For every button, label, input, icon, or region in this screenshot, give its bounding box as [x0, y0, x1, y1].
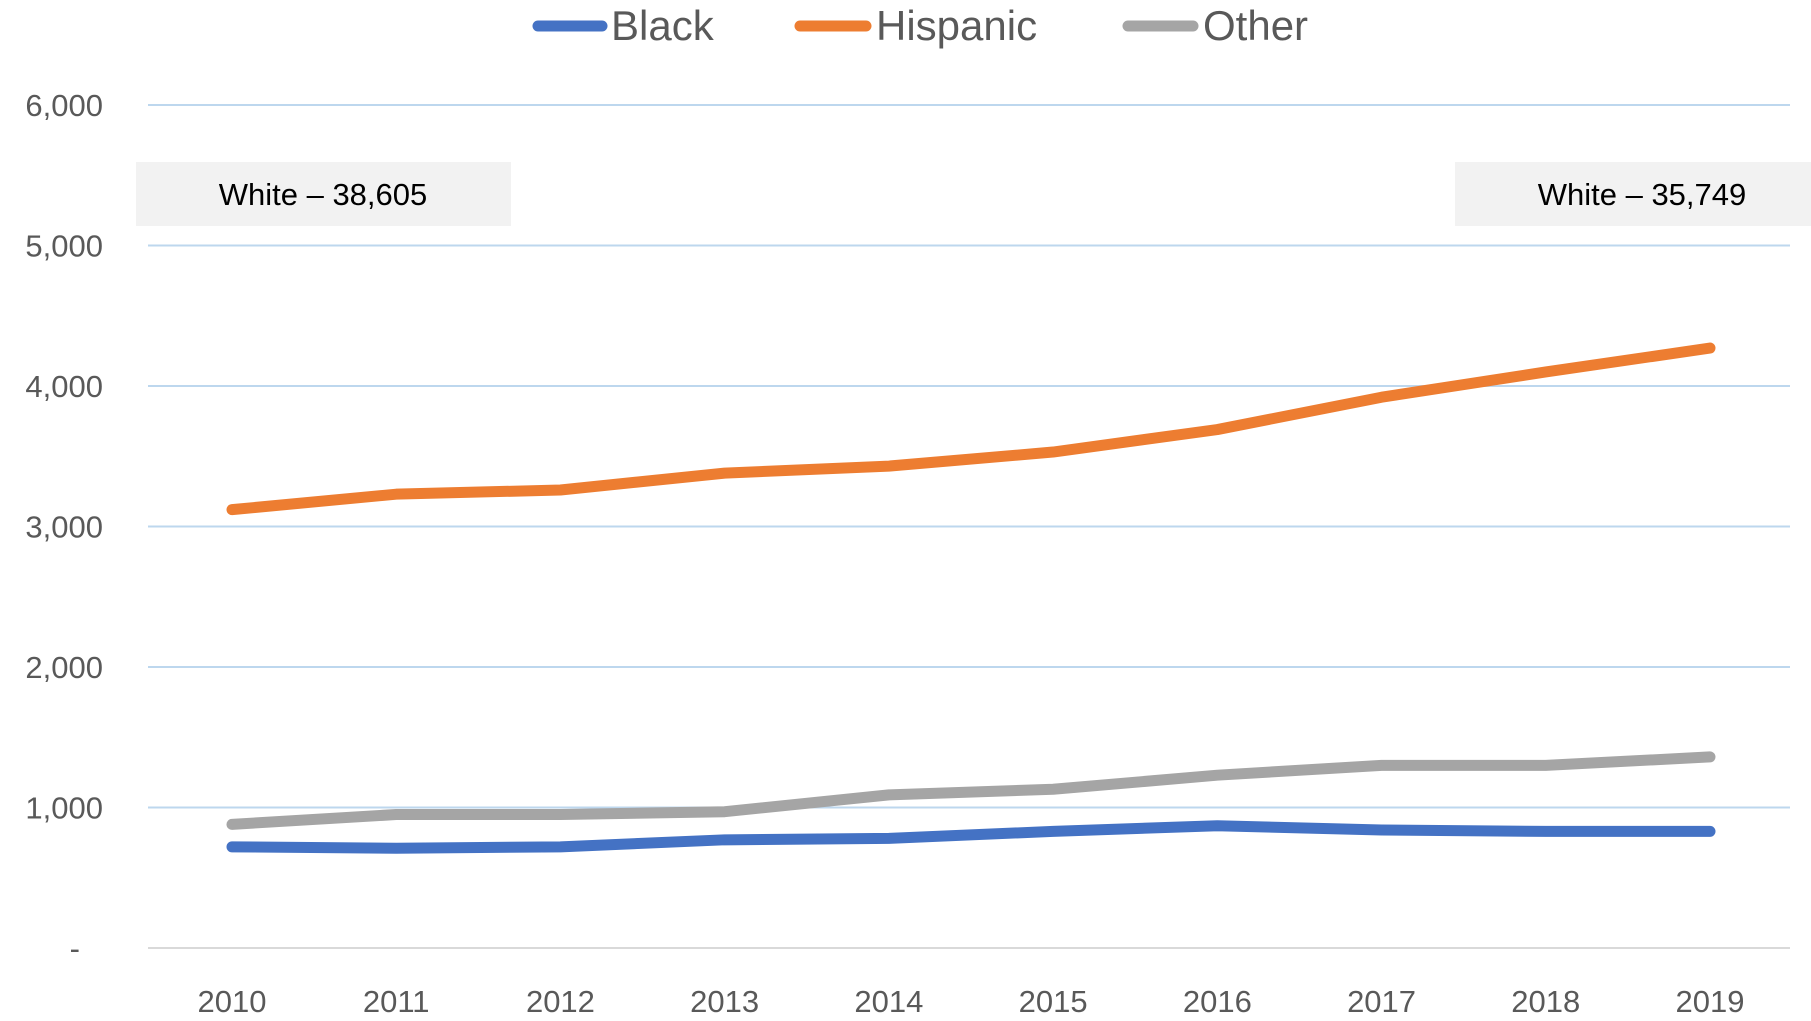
legend-item-hispanic: Hispanic [794, 2, 1037, 49]
legend-label-hispanic: Hispanic [876, 2, 1037, 49]
legend-label-black: Black [611, 2, 715, 49]
callout-top-right: White – 35,749 [1455, 162, 1811, 226]
callout-text: White – 35,749 [1538, 177, 1747, 212]
callout-text: White – 38,605 [219, 177, 428, 212]
x-tick-label-2018: 2018 [1511, 984, 1580, 1019]
x-tick-label-2016: 2016 [1183, 984, 1252, 1019]
x-tick-label-2014: 2014 [854, 984, 923, 1019]
x-tick-label-2012: 2012 [526, 984, 595, 1019]
x-tick-label-2017: 2017 [1347, 984, 1416, 1019]
y-tick-label-5000: 5,000 [25, 229, 103, 264]
x-tick-label-2015: 2015 [1019, 984, 1088, 1019]
x-tick-label-2010: 2010 [198, 984, 267, 1019]
gridlines [148, 104, 1790, 809]
x-tick-label-2019: 2019 [1676, 984, 1745, 1019]
y-tick-label-4000: 4,000 [25, 369, 103, 404]
y-tick-label-2000: 2,000 [25, 650, 103, 685]
callout-box [1455, 162, 1811, 226]
callout-top-left: White – 38,605 [136, 162, 511, 226]
legend: Black Hispanic Other [532, 2, 1308, 49]
axes: - 1,000 2,000 3,000 4,000 5,000 6,000 2010 2011 2… [25, 88, 1790, 1019]
y-tick-label-3000: 3,000 [25, 510, 103, 545]
y-tick-label-6000: 6,000 [25, 88, 103, 123]
x-tick-label-2011: 2011 [363, 984, 430, 1019]
legend-item-other: Other [1122, 2, 1308, 49]
series-lines [226, 342, 1716, 854]
y-tick-label-1000: 1,000 [25, 791, 103, 826]
callouts: White – 38,605 White – 35,749 [136, 162, 1811, 226]
series-line-black [226, 820, 1716, 854]
y-tick-label-0: - [70, 931, 80, 966]
series-line-other [226, 751, 1716, 830]
legend-label-other: Other [1203, 2, 1308, 49]
callout-box [136, 162, 511, 226]
legend-item-black: Black [532, 2, 715, 49]
series-line-hispanic [226, 342, 1716, 516]
x-tick-label-2013: 2013 [690, 984, 759, 1019]
